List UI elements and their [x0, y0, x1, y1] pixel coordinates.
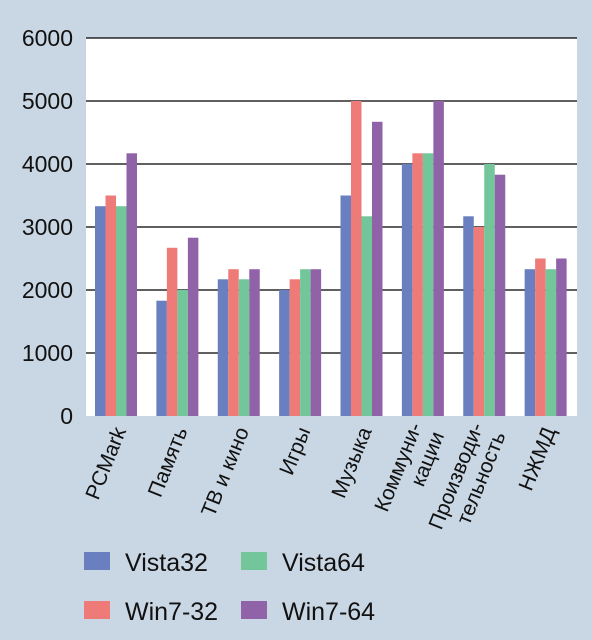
y-tick-label: 3000 [22, 214, 73, 240]
y-tick-label: 1000 [22, 340, 73, 366]
legend-label-vista32: Vista32 [125, 549, 208, 577]
x-category-text: Игры [275, 424, 315, 479]
bar-win7-64-6 [494, 174, 506, 416]
legend: Vista32 Vista64 Win7-32 Win7-64 [84, 549, 375, 626]
x-axis-labels: PCMark Память ТВ и кино Игры МузыкаКоммуни-к… [81, 419, 561, 532]
x-category-text: Музыка [327, 424, 376, 502]
x-category-label: НЖМД [515, 424, 561, 494]
bar-vista32-7 [524, 269, 536, 416]
bars [95, 101, 567, 417]
bar-win7-64-3 [310, 269, 322, 416]
legend-label-win7-64: Win7-64 [282, 598, 375, 626]
legend-swatch-vista64 [241, 552, 267, 570]
bar-vista64-4 [361, 216, 372, 416]
bar-vista32-2 [217, 279, 229, 416]
legend-label-win7-32: Win7-32 [125, 598, 218, 626]
legend-label-vista64: Vista64 [282, 549, 365, 577]
bar-vista64-2 [238, 279, 250, 416]
x-category-label: PCMark [81, 423, 131, 502]
y-tick-label: 2000 [22, 277, 73, 303]
y-tick-label: 5000 [22, 88, 73, 114]
bar-vista32-4 [340, 195, 351, 416]
bar-win7-64-1 [187, 237, 199, 416]
bar-win7-32-4 [351, 101, 362, 416]
x-category-text: Память [144, 424, 193, 500]
y-tick-label: 4000 [22, 151, 73, 177]
x-category-label: Игры [275, 424, 315, 479]
bar-win7-64-4 [372, 121, 383, 416]
x-category-text: ТВ и кино [197, 424, 254, 520]
bar-vista64-5 [422, 153, 434, 417]
x-category-label: Музыка [327, 424, 376, 502]
bar-win7-32-3 [289, 279, 301, 416]
x-category-text: НЖМД [515, 424, 561, 494]
bar-win7-32-0 [105, 195, 116, 416]
legend-swatch-win7-32 [84, 601, 110, 619]
bar-vista64-6 [484, 164, 495, 416]
bar-vista32-3 [279, 290, 290, 416]
bar-vista64-7 [545, 269, 557, 416]
bar-win7-64-0 [126, 153, 137, 417]
x-category-label: ТВ и кино [197, 424, 254, 520]
bar-vista32-1 [156, 300, 167, 416]
y-tick-label: 0 [60, 403, 73, 429]
bar-vista32-6 [463, 216, 474, 416]
legend-swatch-vista32 [84, 552, 110, 570]
bar-vista64-3 [300, 269, 311, 416]
bar-win7-32-7 [535, 258, 546, 416]
bar-vista32-5 [401, 164, 413, 416]
y-axis-ticks: 0 1000 2000 3000 4000 5000 6000 [22, 25, 73, 429]
x-category-text: PCMark [81, 423, 131, 502]
bar-win7-32-6 [473, 227, 485, 416]
bar-win7-32-1 [166, 247, 178, 416]
legend-swatch-win7-64 [241, 601, 267, 619]
bar-win7-64-2 [249, 269, 260, 416]
bar-vista32-0 [95, 206, 106, 416]
bar-vista64-0 [116, 206, 127, 416]
y-tick-label: 6000 [22, 25, 73, 51]
bar-win7-64-5 [433, 101, 444, 416]
x-category-label: Память [144, 424, 193, 500]
bar-win7-64-7 [556, 258, 567, 416]
bar-vista64-1 [177, 290, 188, 416]
bar-win7-32-5 [412, 153, 423, 417]
bar-win7-32-2 [228, 269, 239, 416]
